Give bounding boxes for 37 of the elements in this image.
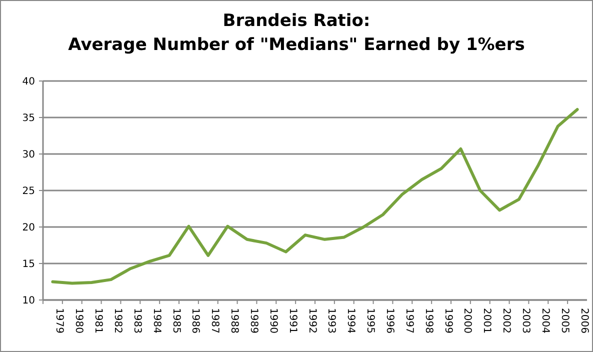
x-tick-label: 2001 [481,308,492,334]
x-tick-label: 1991 [286,308,298,334]
y-tick-label: 20 [22,222,35,234]
x-tick-label: 2004 [539,308,550,334]
x-tick-label: 1993 [326,308,337,334]
y-tick-label: 15 [22,259,35,270]
chart-title: Brandeis Ratio: Average Number of "Medians" Earned by 1%ers [68,11,525,55]
x-tick-label: 1990 [267,308,278,334]
x-tick-label: 1995 [364,308,376,334]
line-series [51,108,579,285]
x-tick-label: 2003 [520,308,531,334]
y-tick-label: 10 [22,296,35,306]
x-tick-label: 1999 [442,308,454,334]
x-tick-label: 1989 [248,308,259,334]
x-tick-label: 2005 [558,308,570,334]
y-tick-label: 40 [22,76,35,88]
x-tick-label: 1988 [228,308,240,334]
x-tick-label: 1996 [384,308,395,334]
x-tick-label: 1987 [209,308,220,334]
y-tick-label: 30 [22,150,35,160]
x-tick-label: 1979 [54,308,65,334]
x-tick-label: 1998 [422,308,434,334]
x-tick-label: 2000 [462,308,473,334]
x-tick-label: 1994 [345,308,356,334]
y-tick-label: 35 [22,113,35,124]
x-tick-label: 1980 [73,308,84,334]
x-tick-label: 1984 [150,308,162,334]
x-tick-label: 2006 [578,308,590,334]
x-tick-label: 1985 [170,308,182,334]
x-tick-label: 1986 [190,308,201,334]
y-tick-label: 25 [22,186,35,197]
x-tick-label: 1997 [403,308,414,334]
x-tick-label: 1982 [112,308,123,334]
x-tick-label: 1981 [92,308,104,334]
x-tick-label: 2002 [500,308,512,334]
x-tick-label: 1983 [131,308,142,334]
x-tick-label: 1992 [306,308,318,334]
